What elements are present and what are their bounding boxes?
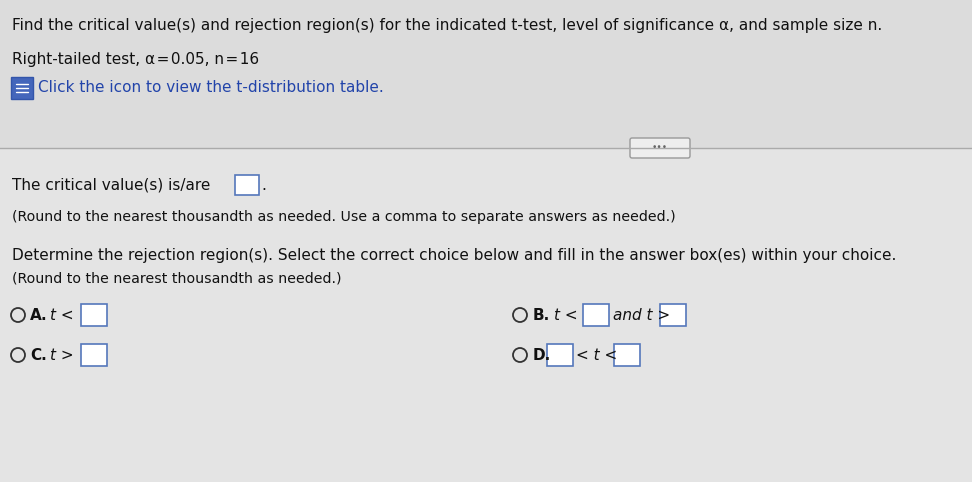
- FancyBboxPatch shape: [614, 344, 640, 366]
- Text: (Round to the nearest thousandth as needed.): (Round to the nearest thousandth as need…: [12, 272, 341, 286]
- Text: The critical value(s) is/are: The critical value(s) is/are: [12, 177, 210, 192]
- Text: t >: t >: [50, 348, 74, 362]
- Text: and t >: and t >: [613, 308, 670, 322]
- Text: C.: C.: [30, 348, 47, 362]
- Text: (Round to the nearest thousandth as needed. Use a comma to separate answers as n: (Round to the nearest thousandth as need…: [12, 210, 676, 224]
- Text: < t <: < t <: [576, 348, 617, 362]
- Text: D.: D.: [533, 348, 551, 362]
- FancyBboxPatch shape: [81, 344, 107, 366]
- FancyBboxPatch shape: [81, 304, 107, 326]
- FancyBboxPatch shape: [630, 138, 690, 158]
- FancyBboxPatch shape: [660, 304, 686, 326]
- Text: .: .: [261, 177, 266, 192]
- Text: •••: •••: [652, 144, 668, 152]
- FancyBboxPatch shape: [11, 77, 33, 99]
- Text: Find the critical value(s) and rejection region(s) for the indicated t-test, lev: Find the critical value(s) and rejection…: [12, 18, 883, 33]
- Text: t <: t <: [554, 308, 577, 322]
- FancyBboxPatch shape: [235, 175, 259, 195]
- Text: Determine the rejection region(s). Select the correct choice below and fill in t: Determine the rejection region(s). Selec…: [12, 248, 896, 263]
- Text: t <: t <: [50, 308, 74, 322]
- Text: B.: B.: [533, 308, 550, 322]
- Text: Right-tailed test, α = 0.05, n = 16: Right-tailed test, α = 0.05, n = 16: [12, 52, 260, 67]
- FancyBboxPatch shape: [0, 148, 972, 482]
- Text: A.: A.: [30, 308, 48, 322]
- Text: Click the icon to view the t-distribution table.: Click the icon to view the t-distributio…: [38, 80, 384, 95]
- FancyBboxPatch shape: [0, 0, 972, 148]
- FancyBboxPatch shape: [583, 304, 609, 326]
- FancyBboxPatch shape: [547, 344, 573, 366]
